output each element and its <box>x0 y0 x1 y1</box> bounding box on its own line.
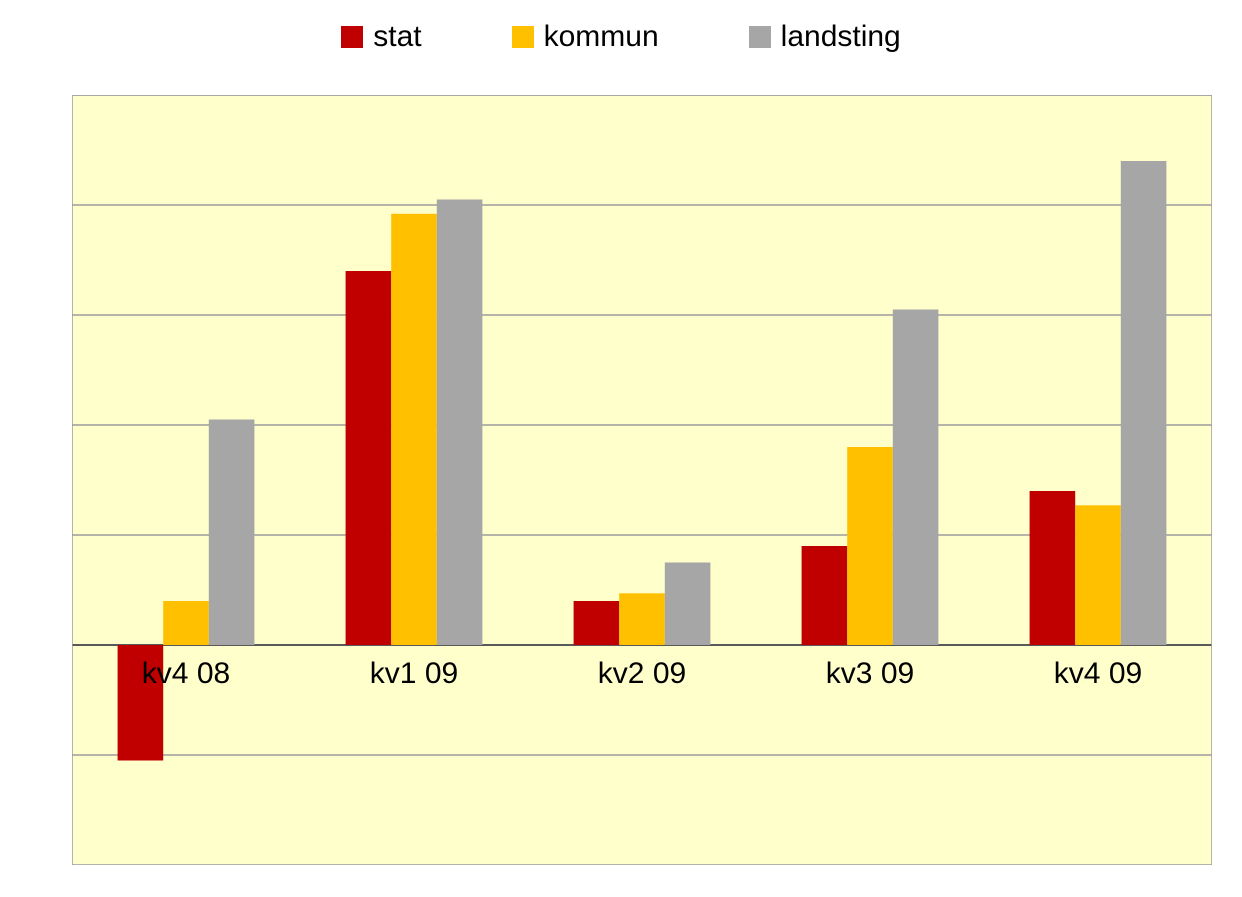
category-label: kv1 09 <box>370 657 458 690</box>
bar-landsting <box>437 200 483 646</box>
category-label: kv4 09 <box>1054 657 1142 690</box>
category-label: kv4 08 <box>142 657 230 690</box>
bar-landsting <box>893 310 939 646</box>
bar-kommun <box>619 593 665 645</box>
legend-item-kommun: kommun <box>512 20 659 54</box>
legend-swatch-stat <box>341 26 363 48</box>
bar-stat <box>346 271 392 645</box>
legend-item-landsting: landsting <box>749 20 901 54</box>
plot-area: -2-1012345kv4 08kv1 09kv2 09kv3 09kv4 09 <box>72 95 1212 865</box>
bar-kommun <box>1075 505 1121 645</box>
legend-swatch-kommun <box>512 26 534 48</box>
bar-kommun <box>391 214 437 645</box>
bar-stat <box>802 546 848 645</box>
legend: stat kommun landsting <box>0 20 1242 54</box>
legend-swatch-landsting <box>749 26 771 48</box>
bar-kommun <box>847 447 893 645</box>
bar-landsting <box>665 563 711 646</box>
bar-landsting <box>1121 161 1167 645</box>
legend-label-landsting: landsting <box>781 20 901 54</box>
legend-label-kommun: kommun <box>544 20 659 54</box>
bar-stat <box>574 601 620 645</box>
chart-container: stat kommun landsting -2-1012345kv4 08kv… <box>0 0 1242 897</box>
bar-kommun <box>163 601 209 645</box>
legend-item-stat: stat <box>341 20 421 54</box>
plot-svg: -2-1012345kv4 08kv1 09kv2 09kv3 09kv4 09 <box>72 95 1212 865</box>
bar-landsting <box>209 420 255 646</box>
bar-stat <box>1030 491 1076 645</box>
category-label: kv3 09 <box>826 657 914 690</box>
legend-label-stat: stat <box>373 20 421 54</box>
category-label: kv2 09 <box>598 657 686 690</box>
